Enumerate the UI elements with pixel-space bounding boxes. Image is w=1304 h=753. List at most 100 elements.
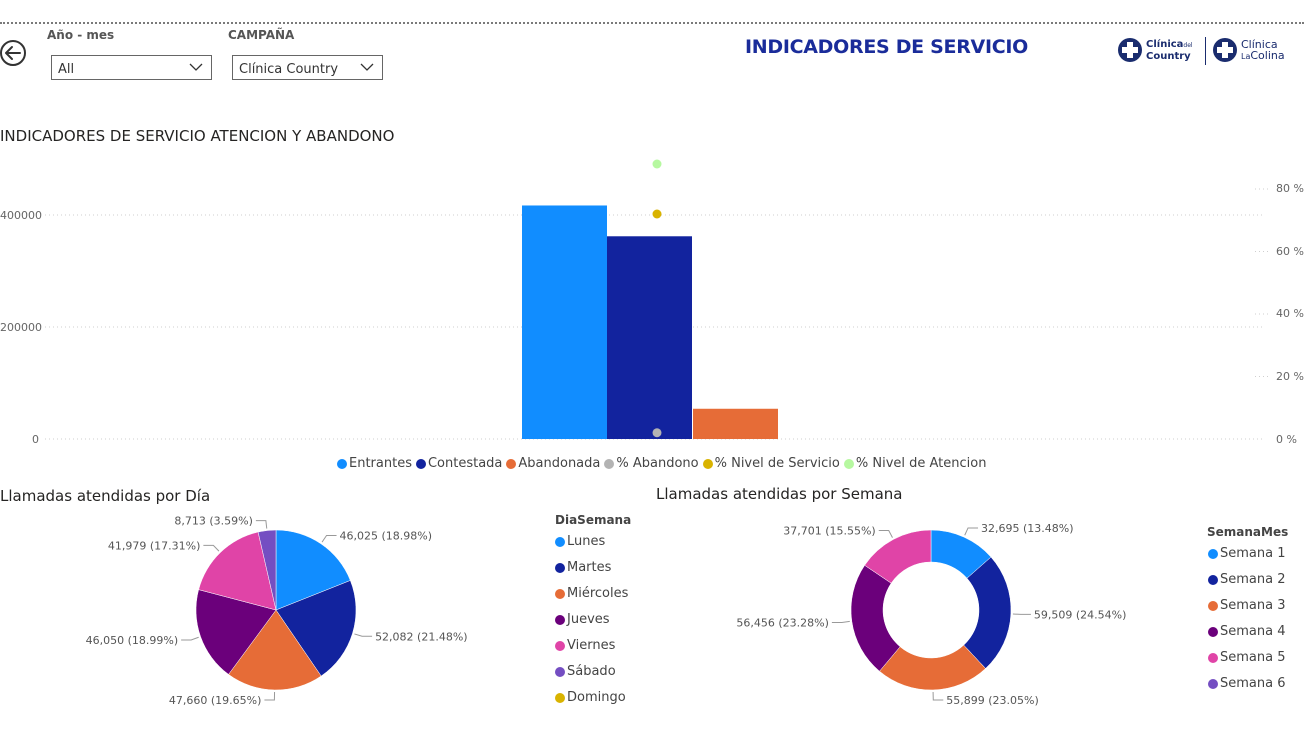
legend-dot xyxy=(702,458,713,469)
main-chart-legend: Entrantes Contestada Abandonada % Abando… xyxy=(337,456,990,471)
legend-item-viernes[interactable]: Viernes xyxy=(555,638,615,653)
slice-label-s-bado: 8,713 (3.59%) xyxy=(174,515,253,528)
clinica-colina-logo: Clínica LaColina xyxy=(1213,38,1285,62)
legend-item-abandonada[interactable]: Abandonada xyxy=(506,456,600,471)
country-logo-suffix: del xyxy=(1183,41,1193,49)
y-left-tick: 0 xyxy=(32,433,39,446)
slice-label-martes: 52,082 (21.48%) xyxy=(375,630,468,643)
slice-jueves[interactable] xyxy=(195,589,277,675)
legend-dot xyxy=(1208,652,1218,663)
campana-label: CAMPAÑA xyxy=(228,28,295,42)
legend-dot xyxy=(555,588,565,599)
slice-leader-line xyxy=(264,691,276,701)
legend-label: Viernes xyxy=(567,638,616,653)
campana-dropdown[interactable]: Clínica Country xyxy=(232,55,383,80)
legend-item-mi-rcoles[interactable]: Miércoles xyxy=(555,586,628,601)
slice-mi-rcoles[interactable] xyxy=(228,609,322,691)
slice-leader-line xyxy=(181,636,199,641)
legend-dot xyxy=(337,458,347,469)
y-right-tick: 20 % xyxy=(1276,370,1304,383)
legend-dot xyxy=(555,692,565,703)
colina-logo-line1: Clínica xyxy=(1241,37,1278,51)
calls-by-week-donut: 32,695 (13.48%) 59,509 (24.54%) 55,899 (23… xyxy=(736,522,1126,707)
y-right-tick: 0 % xyxy=(1276,433,1297,446)
legend-dot xyxy=(555,666,565,677)
anio-mes-dropdown[interactable]: All xyxy=(51,55,212,80)
legend-item-jueves[interactable]: Jueves xyxy=(555,612,610,627)
legend-item-semana-1[interactable]: Semana 1 xyxy=(1208,546,1286,561)
slice-label-semana-1: 32,695 (13.48%) xyxy=(981,522,1074,535)
legend-item-nivel-atencion[interactable]: % Nivel de Atencion xyxy=(843,456,986,471)
back-arrow-icon xyxy=(5,46,21,60)
chevron-down-icon xyxy=(360,63,374,71)
calls-by-day-pie: 46,025 (18.98%) 52,082 (21.48%) 47,660 (19… xyxy=(86,515,468,707)
legend-item-martes[interactable]: Martes xyxy=(555,560,611,575)
service-indicators-chart xyxy=(45,159,1268,440)
legend-dot xyxy=(1208,678,1218,689)
slice-leader-line xyxy=(831,620,850,623)
legend-label: Semana 3 xyxy=(1220,598,1286,613)
legend-dot xyxy=(415,458,426,469)
clinica-country-logo: Clínicadel Country xyxy=(1118,38,1193,62)
legend-item-domingo[interactable]: Domingo xyxy=(555,690,626,705)
legend-item-semana-5[interactable]: Semana 5 xyxy=(1208,650,1286,665)
y-left-tick: 200000 xyxy=(0,321,42,334)
legend-item-semana-2[interactable]: Semana 2 xyxy=(1208,572,1286,587)
anio-mes-label: Año - mes xyxy=(47,28,115,42)
point--abandono[interactable] xyxy=(652,428,662,438)
pie-day-legend-title: DiaSemana xyxy=(555,513,632,527)
slice-leader-line xyxy=(878,530,893,538)
y-right-tick: 80 % xyxy=(1276,182,1304,195)
slice-label-semana-3: 55,899 (23.05%) xyxy=(946,694,1039,707)
y-left-tick: 400000 xyxy=(0,209,42,222)
legend-item-abandono[interactable]: % Abandono xyxy=(604,456,699,471)
bar-entrantes[interactable] xyxy=(522,205,607,439)
point--nivel-de-servicio[interactable] xyxy=(652,209,662,219)
legend-dot xyxy=(555,614,565,625)
legend-item-semana-6[interactable]: Semana 6 xyxy=(1208,676,1286,691)
legend-label: Sábado xyxy=(567,664,616,679)
slice-martes[interactable] xyxy=(275,580,357,677)
legend-label: Lunes xyxy=(567,534,606,549)
slice-label-mi-rcoles: 47,660 (19.65%) xyxy=(169,694,262,707)
legend-dot xyxy=(1208,600,1218,611)
slice-semana-5[interactable] xyxy=(864,529,932,584)
legend-item-s-bado[interactable]: Sábado xyxy=(555,664,616,679)
y-right-tick: 40 % xyxy=(1276,307,1304,320)
slice-viernes[interactable] xyxy=(198,531,277,611)
legend-label: Semana 2 xyxy=(1220,572,1286,587)
legend-item-lunes[interactable]: Lunes xyxy=(555,534,605,549)
legend-item-semana-4[interactable]: Semana 4 xyxy=(1208,624,1286,639)
slice-leader-line xyxy=(932,691,944,701)
slice-leader-line xyxy=(203,544,220,552)
slice-label-viernes: 41,979 (17.31%) xyxy=(108,539,201,552)
colina-logo-la: La xyxy=(1241,51,1251,61)
bar-contestada[interactable] xyxy=(607,236,692,439)
point--nivel-de-atencion[interactable] xyxy=(652,159,662,169)
slice-leader-line xyxy=(964,527,979,536)
legend-item-nivel-servicio[interactable]: % Nivel de Servicio xyxy=(702,456,840,471)
slice-lunes[interactable] xyxy=(275,529,351,611)
page-title: INDICADORES DE SERVICIO xyxy=(745,36,1028,58)
clinic-cross-icon xyxy=(1213,38,1237,62)
slice-label-lunes: 46,025 (18.98%) xyxy=(340,530,433,543)
legend-item-contestada[interactable]: Contestada xyxy=(415,456,503,471)
pie-day-title: Llamadas atendidas por Día xyxy=(0,487,211,505)
bar-abandonada[interactable] xyxy=(693,408,778,439)
legend-label: Martes xyxy=(567,560,612,575)
slice-s-bado[interactable] xyxy=(257,529,277,611)
legend-item-semana-3[interactable]: Semana 3 xyxy=(1208,598,1286,613)
legend-dot xyxy=(1208,574,1218,585)
legend-dot xyxy=(843,458,854,469)
top-divider xyxy=(0,22,1304,24)
legend-label: Semana 6 xyxy=(1220,676,1286,691)
legend-dot xyxy=(604,458,615,469)
legend-label: Contestada xyxy=(427,456,503,471)
legend-label: Domingo xyxy=(567,690,626,705)
back-button[interactable] xyxy=(0,40,26,66)
colina-logo-line2: Colina xyxy=(1250,48,1285,62)
legend-label: Semana 1 xyxy=(1220,546,1286,561)
campana-value: Clínica Country xyxy=(239,62,339,77)
legend-dot xyxy=(1208,626,1218,637)
legend-item-entrantes[interactable]: Entrantes xyxy=(337,456,412,471)
